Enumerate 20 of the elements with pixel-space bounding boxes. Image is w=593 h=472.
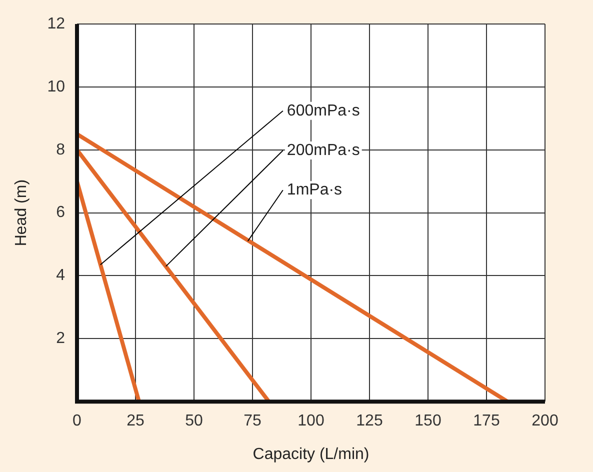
x-axis-title: Capacity (L/min) xyxy=(252,446,370,463)
annotation: 600mPa·s xyxy=(286,102,360,120)
x-tick-label: 25 xyxy=(126,412,144,430)
y-tick-label: 4 xyxy=(56,267,66,284)
annotation: 200mPa·s xyxy=(286,142,360,159)
x-tick-label: 200 xyxy=(532,412,558,430)
y-tick-label: 8 xyxy=(56,141,66,158)
x-tick-label: 100 xyxy=(298,412,324,430)
annotation: 1mPa·s xyxy=(286,182,342,199)
x-tick-label: 175 xyxy=(473,412,500,430)
x-tick-label: 125 xyxy=(356,412,383,430)
y-tick-label: 12 xyxy=(47,15,66,32)
x-tick-label: 75 xyxy=(244,412,262,430)
y-tick-label: 2 xyxy=(56,330,66,348)
y-tick-label: 6 xyxy=(56,204,66,222)
x-tick-label: 150 xyxy=(414,412,442,430)
x-tick-label: 0 xyxy=(72,412,82,430)
x-tick-label: 50 xyxy=(185,412,203,430)
y-axis-title: Head (m) xyxy=(13,179,30,246)
y-tick-label: 10 xyxy=(47,78,66,96)
